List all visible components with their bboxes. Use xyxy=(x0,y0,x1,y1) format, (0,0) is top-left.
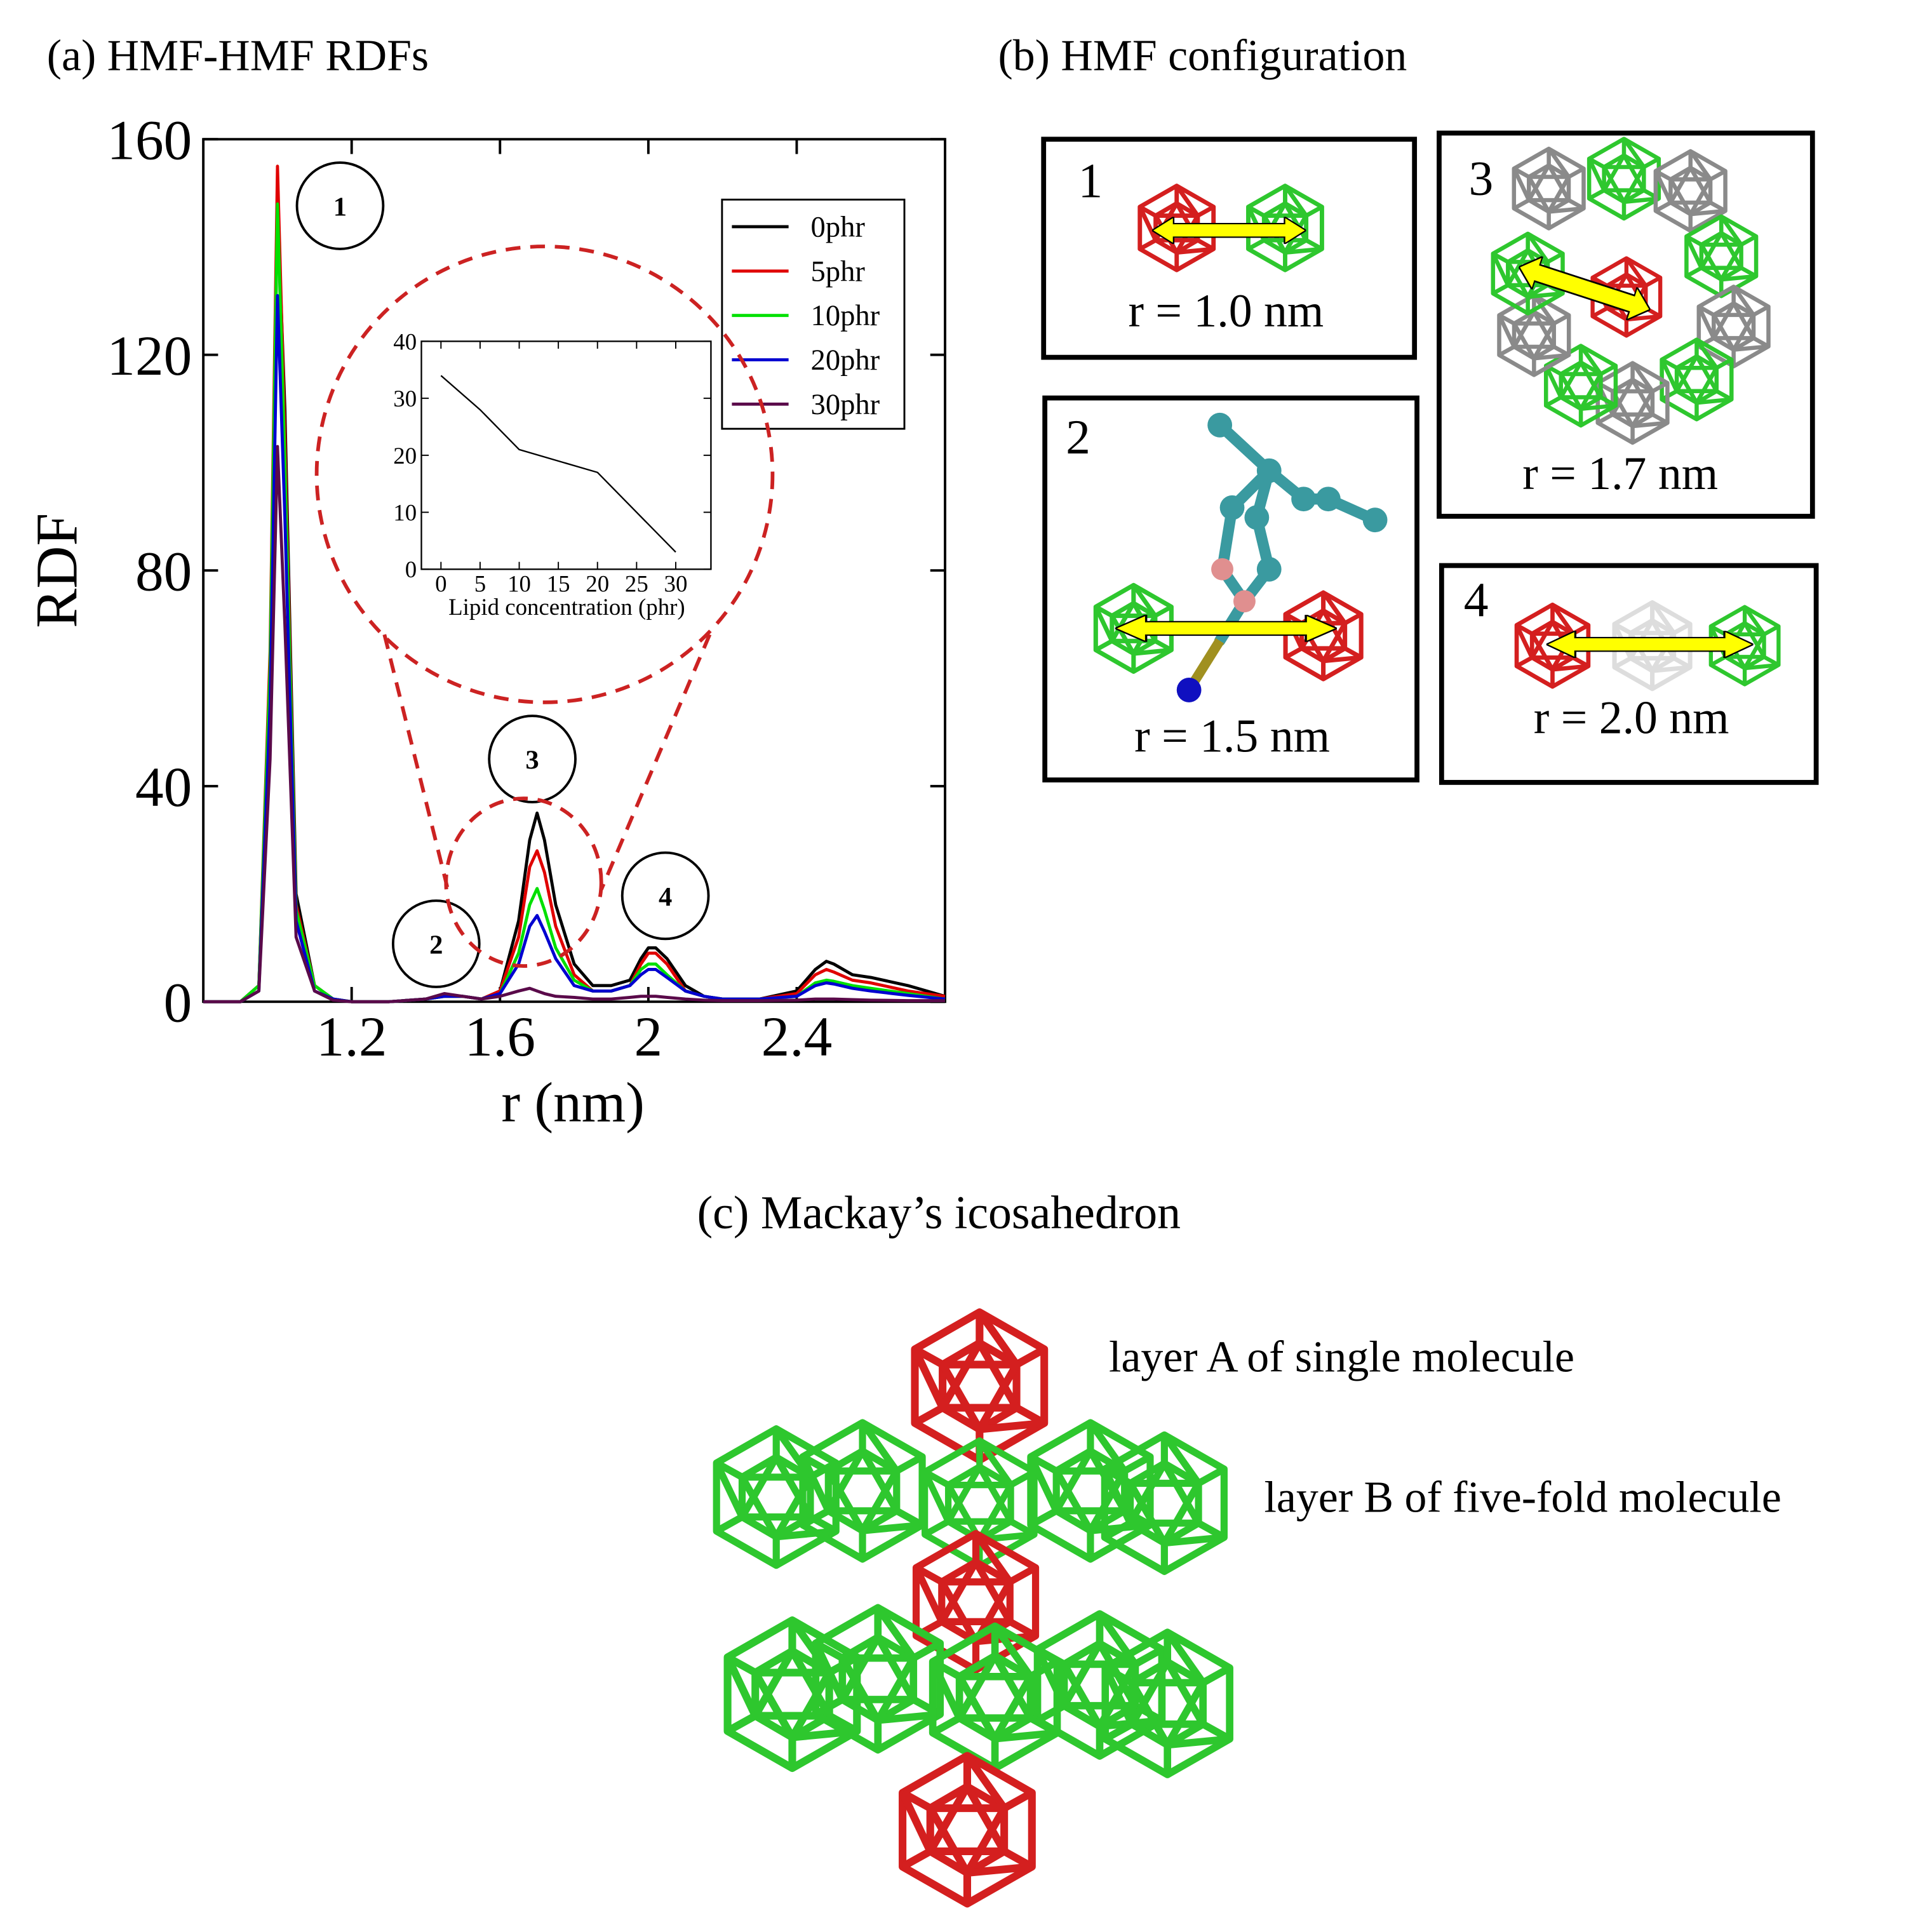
peak-label: 3 xyxy=(525,746,539,775)
legend-label: 20phr xyxy=(811,344,880,377)
box-3-art xyxy=(1493,139,1769,443)
x-tick-label: 10 xyxy=(507,570,531,596)
box-number: 2 xyxy=(1066,410,1090,464)
panel-b-title: (b) HMF configuration xyxy=(998,32,1407,81)
legend-label: 10phr xyxy=(811,300,880,332)
peak-label: 1 xyxy=(333,192,347,222)
box-2 xyxy=(1042,395,1419,782)
plot-frame xyxy=(420,340,712,570)
peak-marker xyxy=(391,899,481,988)
layer-a-label: layer A of single molecule xyxy=(1109,1332,1574,1381)
y-tick-label: 20 xyxy=(393,443,417,469)
y-tick-label: 0 xyxy=(405,556,417,582)
y-tick-label: 40 xyxy=(135,756,192,819)
peak-label: 4 xyxy=(659,882,672,912)
y-tick-label: 10 xyxy=(393,499,417,525)
box-4-art xyxy=(1517,603,1778,689)
layer-b-label: layer B of five-fold molecule xyxy=(1264,1473,1781,1522)
peak-label: 2 xyxy=(429,930,443,960)
box-distance: r = 1.5 nm xyxy=(1134,709,1330,761)
legend-label: 0phr xyxy=(811,211,866,243)
box-4 xyxy=(1439,563,1819,785)
zoom-guides xyxy=(314,245,775,968)
y-tick-label: 30 xyxy=(393,386,417,412)
rdf-chart: 1.2 1.6 2 2.4040801201600phr5phr10phr20phr3… xyxy=(107,109,946,1068)
y-tick-label: 160 xyxy=(107,109,192,171)
legend-label: 5phr xyxy=(811,255,866,288)
x-tick-label: 30 xyxy=(664,570,688,596)
inset-chart: 0 5 10 15 20 25 30 0 10 20 30 40 xyxy=(393,328,712,596)
config-boxes xyxy=(1041,130,1819,785)
series-line xyxy=(203,293,946,1003)
box-distance: r = 1.0 nm xyxy=(1128,285,1324,337)
box-distance: r = 2.0 nm xyxy=(1534,691,1729,743)
box-2-art xyxy=(1096,412,1388,702)
x-tick-label: 1.6 xyxy=(464,1005,535,1068)
legend-label: 30phr xyxy=(811,389,880,421)
series-line xyxy=(440,375,676,553)
x-tick-label: 1.2 xyxy=(316,1005,387,1068)
y-axis-label: RDF xyxy=(24,513,90,628)
box-1-art xyxy=(1140,186,1322,271)
y-tick-label: 40 xyxy=(393,328,417,354)
box-number: 3 xyxy=(1469,151,1494,206)
x-tick-label: 2 xyxy=(634,1005,663,1068)
y-tick-label: 0 xyxy=(164,971,192,1034)
peak-marker xyxy=(488,714,577,803)
box-distance: r = 1.7 nm xyxy=(1522,447,1718,499)
y-tick-label: 80 xyxy=(135,540,192,603)
x-tick-label: 2.4 xyxy=(761,1005,833,1068)
x-tick-label: 5 xyxy=(474,570,486,596)
x-axis-label: r (nm) xyxy=(501,1071,644,1134)
icosahedron-art xyxy=(716,1312,1230,1903)
panel-c-title: (c) Mackay’s icosahedron xyxy=(697,1186,1181,1238)
box-3 xyxy=(1437,130,1815,519)
series-line xyxy=(203,445,946,1003)
box-texts: 1 r = 1.0 nm 2 r = 1.5 nm 3 r = 1.7 nm 4 r = 2.… xyxy=(1066,151,1729,762)
x-tick-label: 15 xyxy=(547,570,570,596)
x-tick-label: 20 xyxy=(586,570,609,596)
box-number: 4 xyxy=(1464,572,1489,627)
y-tick-label: 120 xyxy=(107,325,192,387)
panel-a-title: (a) HMF-HMF RDFs xyxy=(47,32,429,81)
x-tick-label: 0 xyxy=(435,570,446,596)
inset-x-label: Lipid concentration (phr) xyxy=(448,594,685,621)
x-tick-label: 25 xyxy=(625,570,648,596)
peak-marker xyxy=(295,161,385,250)
box-1 xyxy=(1041,137,1418,360)
box-number: 1 xyxy=(1078,153,1103,208)
peak-marker xyxy=(621,851,710,941)
